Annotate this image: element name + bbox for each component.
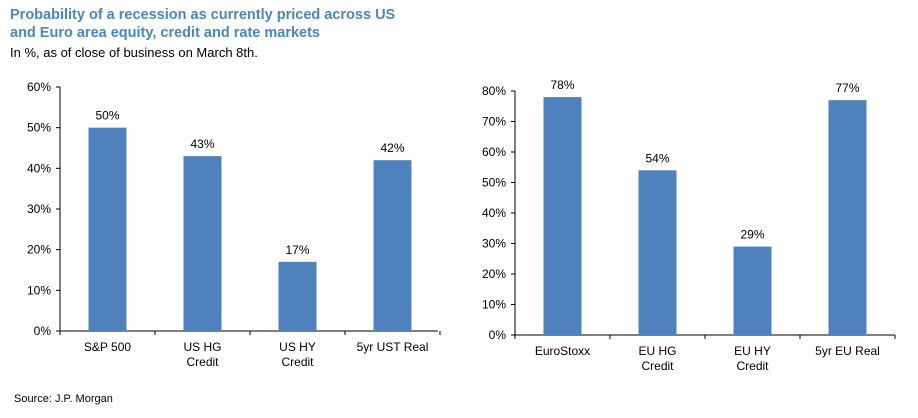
us-category-label: 5yr UST Real: [357, 340, 429, 354]
us-bar: [373, 160, 412, 331]
us-y-tick-label: 30%: [27, 202, 51, 216]
eu-data-label: 54%: [645, 151, 669, 165]
chart-title-line1: Probability of a recession as currently …: [10, 7, 396, 23]
us-category-label: Credit: [281, 355, 314, 369]
us-data-label: 43%: [190, 137, 214, 151]
us-y-tick-label: 0%: [34, 324, 52, 338]
eu-bar: [828, 100, 867, 336]
us-bar: [183, 156, 222, 331]
us-category-label: S&P 500: [84, 340, 131, 354]
chart-title: Probability of a recession as currently …: [10, 6, 470, 42]
us-bar: [88, 127, 127, 332]
eu-category-label: EU HG: [638, 344, 676, 358]
eu-category-label: Credit: [641, 359, 674, 373]
eu-y-tick-label: 30%: [482, 237, 506, 251]
eu-y-tick-label: 60%: [482, 145, 506, 159]
us-y-tick-label: 10%: [27, 283, 51, 297]
eu-y-tick-label: 20%: [482, 267, 506, 281]
us-category-label: Credit: [186, 355, 219, 369]
eu-category-label: Credit: [736, 359, 769, 373]
us-data-label: 50%: [95, 109, 119, 123]
eu-bar: [543, 97, 582, 335]
us-y-tick-label: 60%: [27, 80, 51, 94]
eu-data-label: 78%: [550, 78, 574, 92]
eu-data-label: 29%: [740, 228, 764, 242]
chart-subtitle: In %, as of close of business on March 8…: [10, 45, 258, 60]
us-y-tick-label: 20%: [27, 243, 51, 257]
eu-data-label: 77%: [835, 81, 859, 95]
eu-y-tick-label: 50%: [482, 176, 506, 190]
source-note: Source: J.P. Morgan: [14, 393, 113, 405]
eu-category-label: EuroStoxx: [535, 344, 590, 358]
eu-category-label: EU HY: [734, 344, 771, 358]
us-data-label: 17%: [285, 243, 309, 257]
us-y-tick-label: 50%: [27, 121, 51, 135]
us-category-label: US HG: [183, 340, 221, 354]
us-category-label: US HY: [279, 340, 316, 354]
chart-title-line2: and Euro area equity, credit and rate ma…: [10, 25, 320, 41]
eu-y-tick-label: 80%: [482, 84, 506, 98]
eu-y-tick-label: 0%: [489, 328, 507, 342]
eu-bar: [638, 170, 677, 335]
eu-y-tick-label: 70%: [482, 115, 506, 129]
eu-category-label: 5yr EU Real: [815, 344, 880, 358]
us-y-tick-label: 40%: [27, 161, 51, 175]
eu-y-tick-label: 10%: [482, 298, 506, 312]
us-bar: [278, 261, 317, 331]
eu-bar: [733, 246, 772, 335]
us-data-label: 42%: [380, 141, 404, 155]
eu-y-tick-label: 40%: [482, 206, 506, 220]
